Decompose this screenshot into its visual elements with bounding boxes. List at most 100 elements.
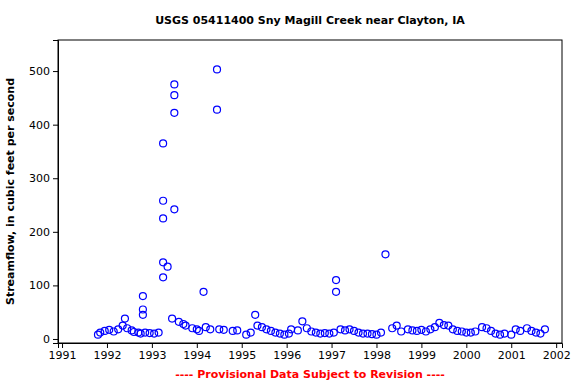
point	[171, 92, 178, 99]
tick: 0	[43, 333, 58, 346]
point	[247, 329, 254, 336]
tick-mark	[511, 343, 512, 348]
tick-mark	[62, 343, 63, 348]
plot-frame	[58, 40, 562, 343]
tick-mark	[421, 343, 422, 348]
point	[537, 330, 544, 337]
tick-mark	[53, 339, 58, 340]
tick: 1991	[49, 343, 77, 362]
tick-label: 1998	[363, 349, 391, 362]
tick-mark	[53, 232, 58, 233]
tick-mark	[53, 178, 58, 179]
point	[139, 293, 146, 300]
tick-mark	[556, 343, 557, 348]
point	[106, 326, 113, 333]
tick: 2002	[543, 343, 571, 362]
point	[171, 206, 178, 213]
point	[263, 326, 270, 333]
point	[200, 288, 207, 295]
tick: 1998	[363, 343, 391, 362]
y-axis: 0100200300400500	[29, 41, 59, 347]
point	[377, 329, 384, 336]
tick-label: 200	[29, 226, 50, 239]
point	[164, 263, 171, 270]
tick: 1993	[138, 343, 166, 362]
tick: 1997	[318, 343, 346, 362]
point	[220, 326, 227, 333]
point	[171, 81, 178, 88]
point	[160, 197, 167, 204]
tick-mark	[53, 285, 58, 286]
point	[115, 326, 122, 333]
point	[346, 326, 353, 333]
tick-mark	[107, 343, 108, 348]
tick: 100	[29, 279, 58, 292]
tick: 1994	[183, 343, 211, 362]
tick-label: 1997	[318, 349, 346, 362]
point	[160, 274, 167, 281]
tick-mark	[53, 125, 58, 126]
tick: 1995	[228, 343, 256, 362]
point	[288, 326, 295, 333]
point	[160, 140, 167, 147]
point	[207, 326, 214, 333]
tick-label: 2002	[543, 349, 571, 362]
tick-label: 1993	[138, 349, 166, 362]
x-axis: 1991 1992 1993 1994 1995 1996 1997 1998 1999 2000…	[49, 343, 571, 362]
tick-label: 1991	[49, 349, 77, 362]
tick-label: 1992	[93, 349, 121, 362]
point	[472, 328, 479, 335]
point	[267, 327, 274, 334]
tick: 2001	[498, 343, 526, 362]
point	[512, 326, 519, 333]
title: USGS 05411400 Sny Magill Creek near Clay…	[155, 14, 465, 27]
point	[214, 66, 221, 73]
point	[252, 311, 259, 318]
point	[449, 326, 456, 333]
points	[94, 66, 548, 338]
tick-mark	[332, 343, 333, 348]
point	[171, 109, 178, 116]
point	[431, 324, 438, 331]
tick-label: 2000	[453, 349, 481, 362]
point	[333, 277, 340, 284]
point	[398, 328, 405, 335]
point	[294, 327, 301, 334]
point	[139, 311, 146, 318]
point	[517, 327, 524, 334]
point	[299, 318, 306, 325]
point	[382, 251, 389, 258]
tick-mark	[376, 343, 377, 348]
tick-label: 1994	[183, 349, 211, 362]
y-axis-title: Streamflow, in cubic feet per second	[4, 78, 17, 305]
chart: 1991199219931994199519961997199819992000…	[0, 0, 576, 384]
tick: 200	[29, 226, 58, 239]
tick-label: 1996	[273, 349, 301, 362]
point	[254, 322, 261, 329]
point	[214, 106, 221, 113]
tick-mark	[242, 343, 243, 348]
tick-label: 1999	[408, 349, 436, 362]
point	[501, 330, 508, 337]
point	[169, 315, 176, 322]
point	[121, 315, 128, 322]
annotation: ---- Provisional Data Subject to Revisio…	[175, 368, 445, 381]
point	[528, 327, 535, 334]
tick: 400	[29, 119, 58, 132]
point	[196, 327, 203, 334]
tick-mark	[197, 343, 198, 348]
point	[541, 326, 548, 333]
tick-label: 400	[29, 119, 50, 132]
point	[97, 329, 104, 336]
plot: 1991199219931994199519961997199819992000…	[29, 40, 571, 362]
tick: 2000	[453, 343, 481, 362]
tick: 300	[29, 172, 58, 185]
point	[445, 322, 452, 329]
tick: 1992	[93, 343, 121, 362]
point	[160, 259, 167, 266]
tick-label: 1995	[228, 349, 256, 362]
point	[234, 327, 241, 334]
tick-mark	[152, 343, 153, 348]
tick-mark	[466, 343, 467, 348]
point	[160, 215, 167, 222]
